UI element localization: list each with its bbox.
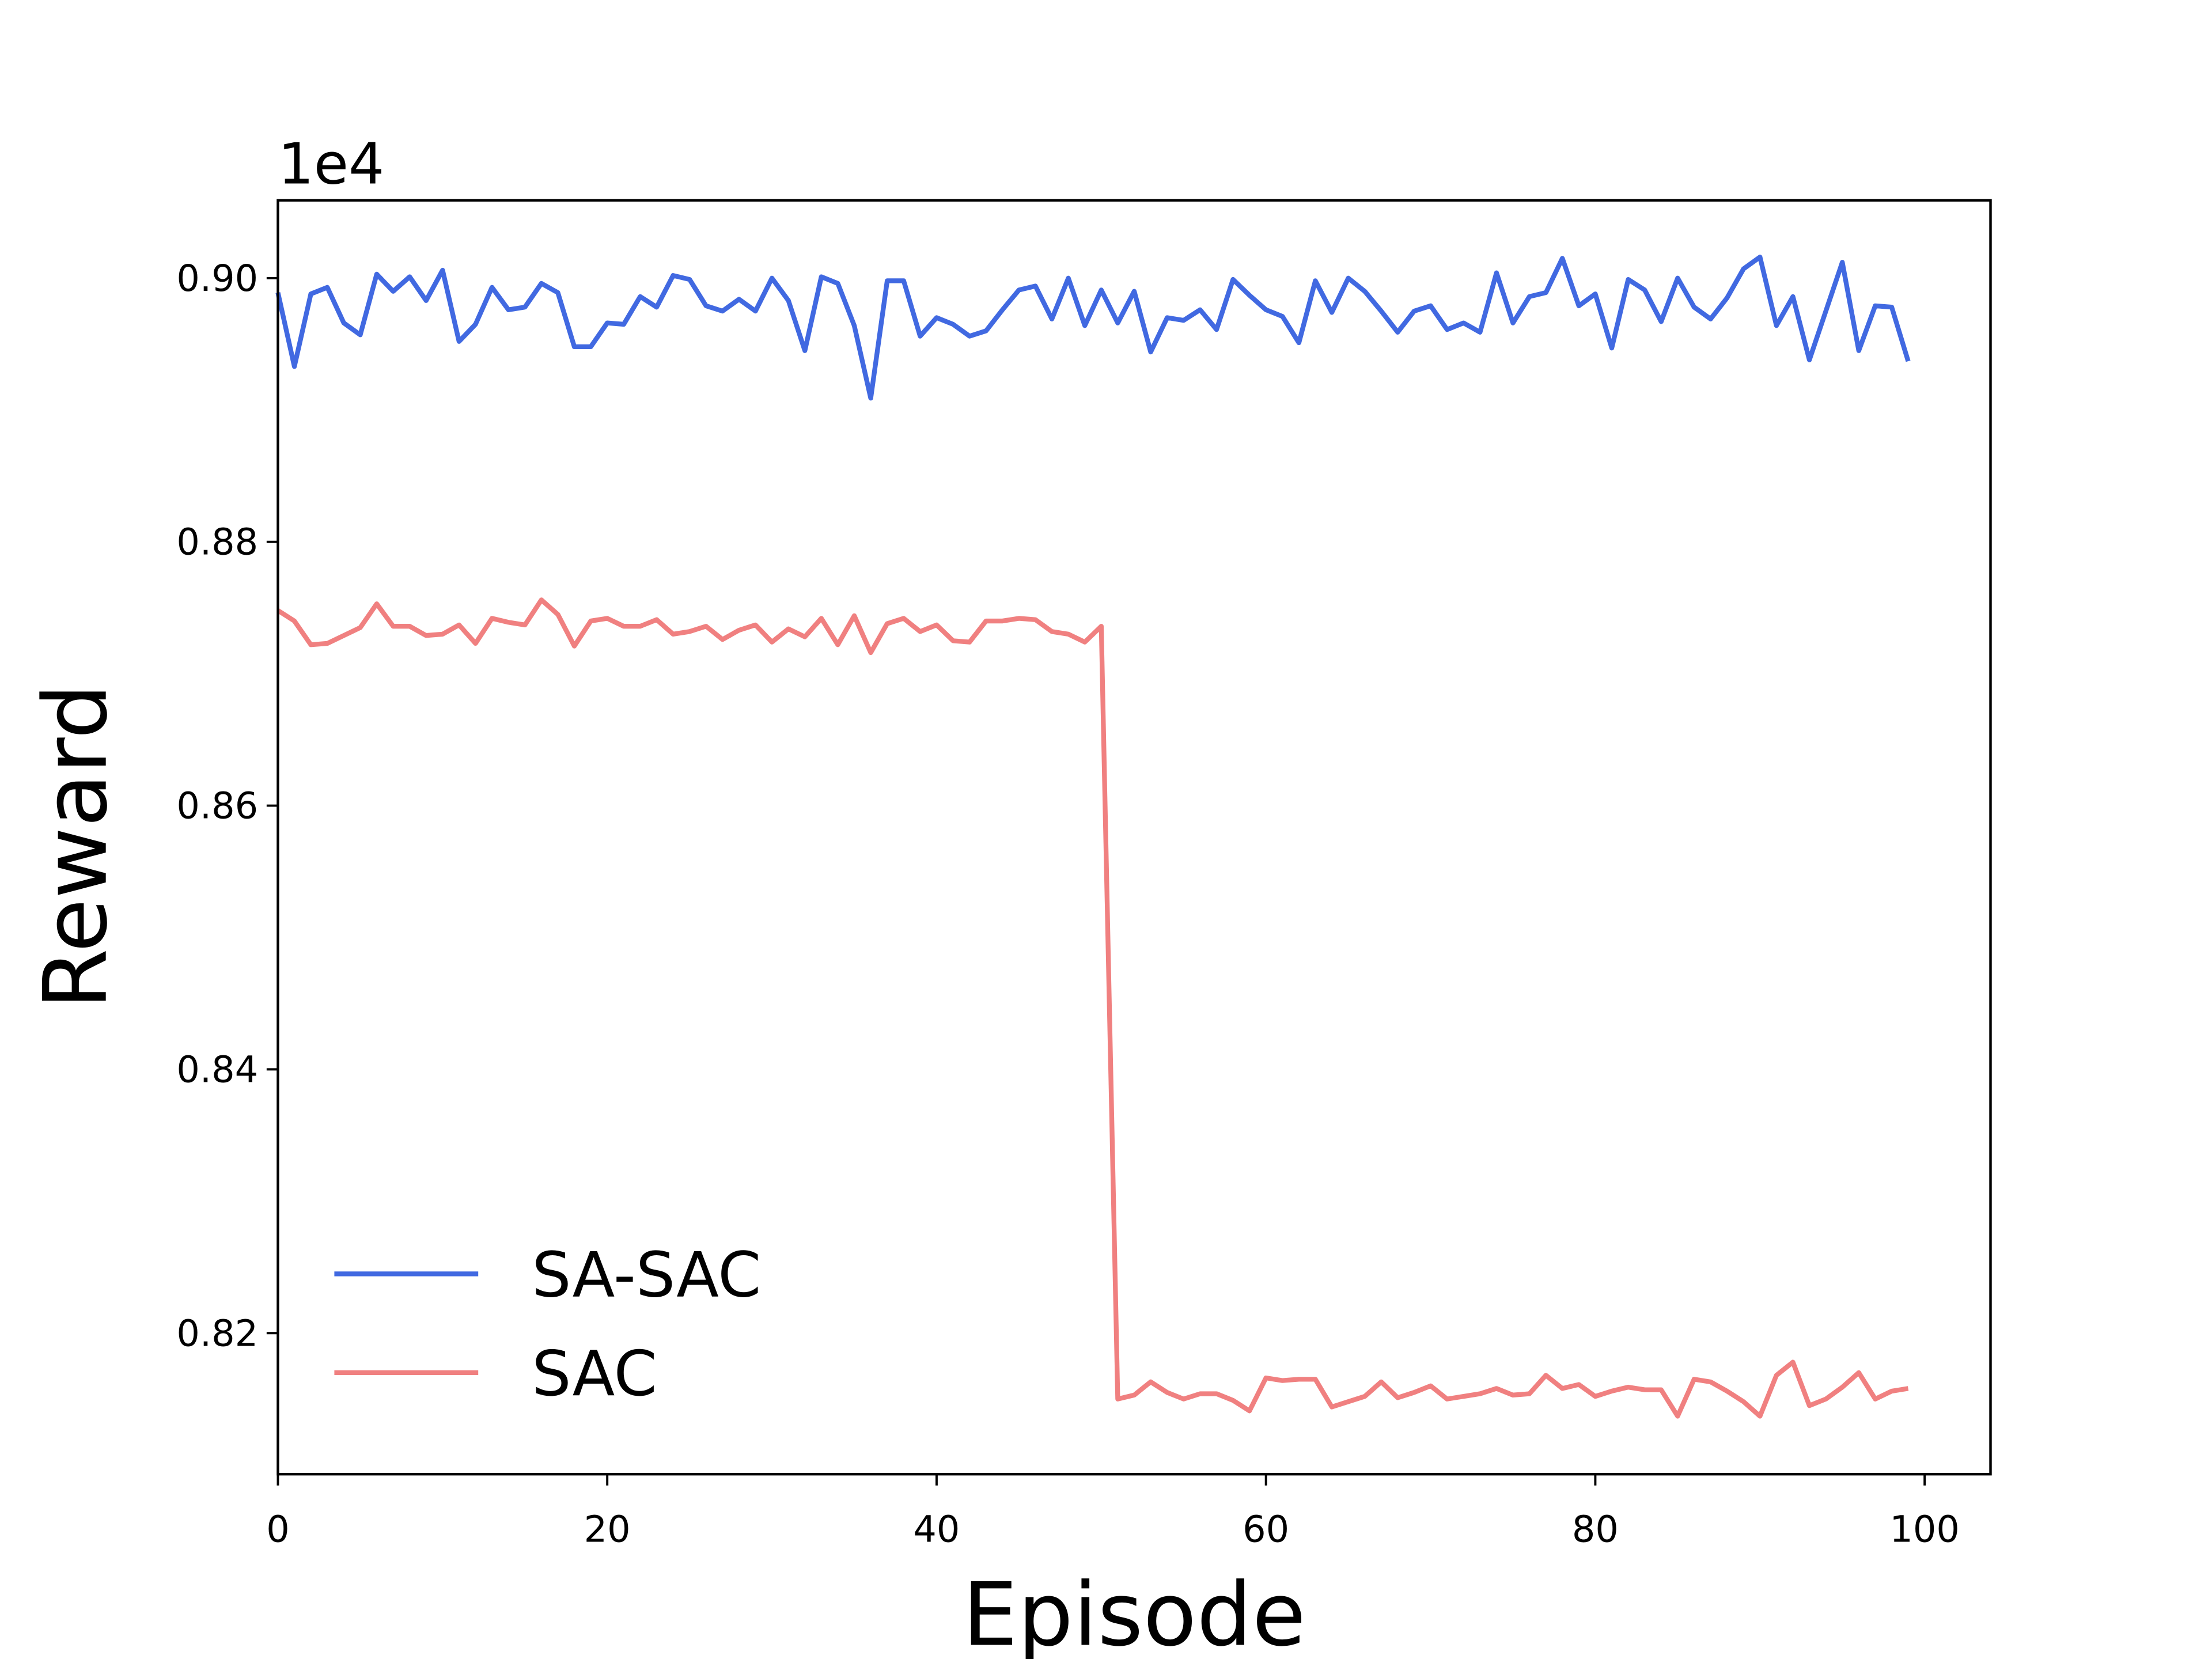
x-tick-label: 0 <box>266 1509 290 1551</box>
x-axis-label: Episode <box>963 1564 1306 1659</box>
series-line <box>276 597 1909 1419</box>
x-tick-label: 40 <box>913 1509 960 1551</box>
plot-frame <box>276 199 1992 1476</box>
y-tick-label: 0.86 <box>176 785 258 828</box>
x-tick-label: 60 <box>1243 1509 1289 1551</box>
y-tick-label: 0.90 <box>176 257 258 300</box>
y-axis-label: Reward <box>25 684 127 1009</box>
legend-label: SA-SAC <box>532 1240 761 1312</box>
x-tick-label: 80 <box>1572 1509 1619 1551</box>
x-tick-label: 100 <box>1889 1509 1960 1551</box>
y-tick-label: 0.82 <box>176 1312 258 1355</box>
y-tick-label: 0.84 <box>176 1048 258 1091</box>
y-tick-label: 0.88 <box>176 521 258 564</box>
y-offset-label: 1e4 <box>278 131 384 197</box>
legend-label: SAC <box>532 1338 657 1410</box>
series-line <box>275 255 1911 401</box>
x-tick-label: 20 <box>584 1509 631 1551</box>
